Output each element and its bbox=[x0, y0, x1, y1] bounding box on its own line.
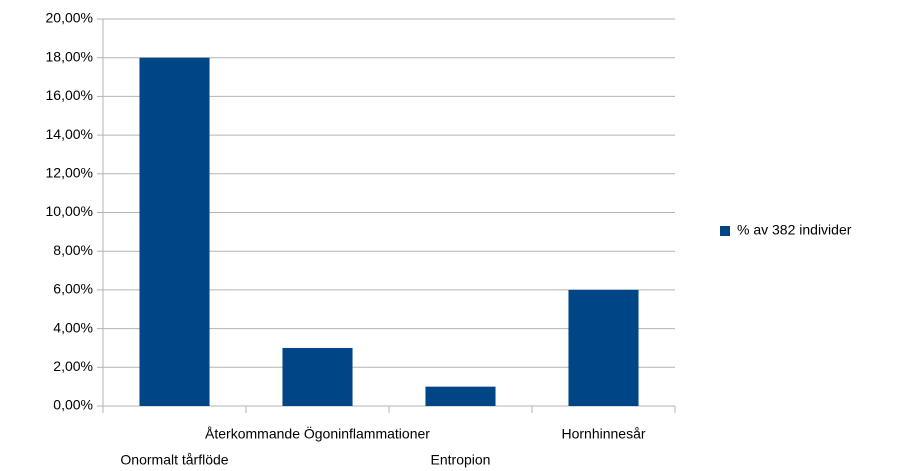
y-tick-label: 6,00% bbox=[53, 281, 93, 297]
bar bbox=[139, 57, 210, 406]
y-tick-label: 2,00% bbox=[53, 358, 93, 374]
y-tick-label: 14,00% bbox=[46, 126, 93, 142]
x-tick-label: Hornhinnesår bbox=[561, 426, 645, 442]
bar bbox=[282, 347, 353, 406]
bar bbox=[568, 289, 639, 406]
legend-swatch bbox=[720, 226, 730, 236]
x-tick-label: Onormalt tårflöde bbox=[120, 452, 228, 468]
y-tick-label: 10,00% bbox=[46, 203, 93, 219]
y-tick-label: 20,00% bbox=[46, 10, 93, 26]
bar bbox=[425, 386, 496, 406]
x-tick-label: Entropion bbox=[431, 452, 491, 468]
legend-label: % av 382 individer bbox=[737, 222, 852, 238]
y-tick-label: 18,00% bbox=[46, 48, 93, 64]
y-tick-label: 8,00% bbox=[53, 242, 93, 258]
y-tick-label: 12,00% bbox=[46, 165, 93, 181]
y-tick-label: 4,00% bbox=[53, 319, 93, 335]
y-tick-label: 0,00% bbox=[53, 397, 93, 413]
x-tick-label: Återkommande Ögoninflammationer bbox=[205, 425, 430, 442]
y-tick-label: 16,00% bbox=[46, 87, 93, 103]
